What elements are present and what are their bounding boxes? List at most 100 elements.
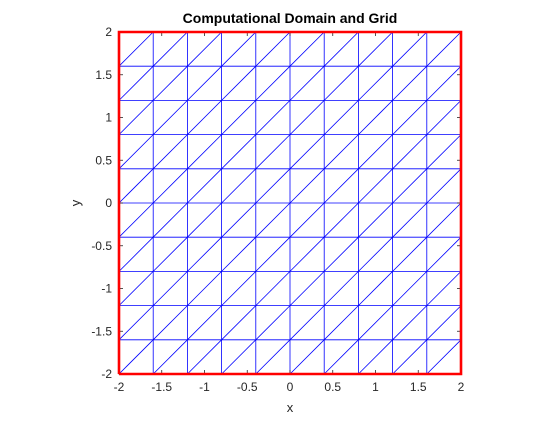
mesh-diagonal-line — [152, 339, 188, 375]
x-axis-label: x — [287, 400, 294, 415]
mesh-diagonal-line — [289, 134, 325, 170]
mesh-diagonal-line — [221, 339, 257, 375]
mesh-diagonal-line — [221, 202, 257, 238]
mesh-diagonal-line — [187, 271, 222, 306]
x-tick-label: 1.5 — [410, 380, 427, 394]
mesh-diagonal-line — [187, 100, 222, 135]
mesh-diagonal-line — [426, 134, 462, 170]
mesh-diagonal-line — [118, 134, 154, 170]
x-tick-label: 0 — [287, 380, 294, 394]
mesh-diagonal-line — [152, 202, 188, 238]
mesh-diagonal-line — [426, 339, 462, 375]
y-tick-label: -2 — [101, 367, 112, 381]
mesh-diagonal-line — [221, 100, 257, 135]
y-axis-label: y — [68, 199, 83, 206]
mesh-diagonal-line — [426, 168, 462, 204]
mesh-diagonal-line — [323, 100, 359, 135]
mesh-diagonal-line — [392, 236, 428, 272]
mesh-diagonal-line — [118, 65, 154, 101]
mesh-diagonal-line — [289, 339, 325, 375]
triangular-mesh — [118, 31, 462, 375]
y-tick-labels: -2 -1.5 -1 -0.5 0 0.5 1 1.5 2 — [91, 25, 112, 381]
mesh-diagonal-line — [255, 168, 291, 204]
mesh-diagonal-line — [392, 305, 428, 341]
mesh-diagonal-line — [255, 100, 291, 135]
mesh-diagonal-line — [426, 236, 462, 272]
mesh-diagonal-line — [323, 168, 359, 204]
mesh-diagonal-line — [426, 305, 462, 341]
mesh-diagonal-line — [358, 134, 393, 170]
mesh-diagonal-line — [255, 134, 291, 170]
y-tick-label: -0.5 — [91, 239, 112, 253]
mesh-diagonal-line — [221, 168, 257, 204]
mesh-diagonal-line — [289, 168, 325, 204]
mesh-diagonal-line — [358, 236, 393, 272]
x-tick-label: -1.5 — [151, 380, 172, 394]
mesh-diagonal-line — [118, 168, 154, 204]
mesh-diagonal-line — [323, 339, 359, 375]
mesh-diagonal-line — [221, 65, 257, 101]
mesh-diagonal-line — [358, 202, 393, 238]
mesh-diagonal-line — [187, 31, 222, 67]
mesh-diagonal-line — [289, 305, 325, 341]
mesh-diagonal-line — [187, 202, 222, 238]
mesh-diagonal-line — [392, 168, 428, 204]
mesh-diagonal-line — [392, 134, 428, 170]
mesh-diagonal-line — [392, 31, 428, 67]
mesh-diagonal-line — [255, 271, 291, 306]
x-tick-label: 2 — [458, 380, 465, 394]
mesh-diagonal-line — [118, 31, 154, 67]
x-tick-labels: -2 -1.5 -1 -0.5 0 0.5 1 1.5 2 — [114, 380, 465, 394]
mesh-diagonal-line — [187, 65, 222, 101]
mesh-diagonal-line — [426, 31, 462, 67]
mesh-diagonal-line — [358, 100, 393, 135]
mesh-diagonal-line — [426, 271, 462, 306]
mesh-diagonal-line — [187, 134, 222, 170]
mesh-diagonal-line — [255, 339, 291, 375]
mesh-diagonal-line — [323, 65, 359, 101]
mesh-diagonal-line — [289, 31, 325, 67]
mesh-diagonal-line — [152, 100, 188, 135]
mesh-diagonal-line — [187, 339, 222, 375]
mesh-diagonal-line — [221, 305, 257, 341]
mesh-diagonal-line — [426, 65, 462, 101]
mesh-diagonal-line — [323, 134, 359, 170]
mesh-diagonal-line — [255, 305, 291, 341]
mesh-diagonal-line — [255, 236, 291, 272]
mesh-diagonal-line — [187, 305, 222, 341]
mesh-diagonal-line — [152, 134, 188, 170]
mesh-diagonal-line — [323, 31, 359, 67]
mesh-diagonal-line — [392, 271, 428, 306]
mesh-diagonal-line — [289, 65, 325, 101]
x-tick-label: 0.5 — [324, 380, 341, 394]
mesh-diagonal-line — [392, 202, 428, 238]
mesh-diagonal-line — [152, 271, 188, 306]
chart-title: Computational Domain and Grid — [183, 10, 398, 26]
mesh-diagonal-line — [118, 339, 154, 375]
mesh-diagonal-line — [187, 236, 222, 272]
mesh-diagonal-line — [426, 100, 462, 135]
mesh-diagonal-line — [392, 100, 428, 135]
mesh-diagonal-line — [118, 271, 154, 306]
mesh-diagonal-line — [118, 100, 154, 135]
mesh-diagonal-line — [358, 339, 393, 375]
mesh-diagonal-line — [358, 168, 393, 204]
mesh-diagonal-line — [187, 168, 222, 204]
mesh-diagonal-line — [323, 202, 359, 238]
mesh-diagonal-line — [118, 236, 154, 272]
mesh-diagonal-line — [289, 271, 325, 306]
mesh-diagonal-line — [392, 65, 428, 101]
y-tick-label: 1 — [105, 111, 112, 125]
mesh-diagonal-line — [392, 339, 428, 375]
mesh-diagonal-line — [289, 236, 325, 272]
mesh-diagonal-line — [358, 65, 393, 101]
mesh-diagonal-line — [358, 305, 393, 341]
mesh-diagonal-line — [118, 202, 154, 238]
mesh-diagonal-line — [221, 31, 257, 67]
y-tick-label: 0.5 — [95, 153, 112, 167]
mesh-diagonal-line — [152, 236, 188, 272]
mesh-diagonal-line — [255, 31, 291, 67]
x-tick-label: -0.5 — [237, 380, 258, 394]
x-tick-label: -2 — [114, 380, 125, 394]
